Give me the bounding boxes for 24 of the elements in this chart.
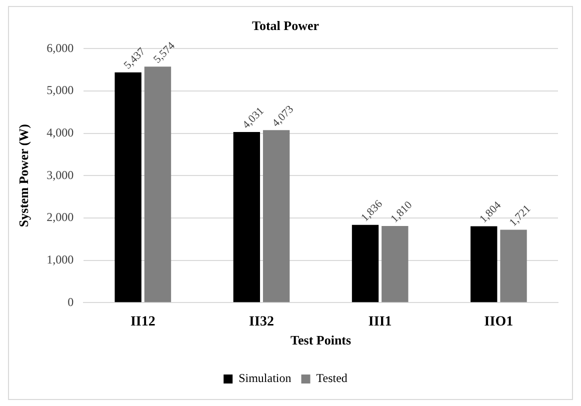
y-tick-label: 0 (68, 294, 74, 309)
x-tick-label: III1 (368, 314, 392, 330)
bar (144, 66, 172, 302)
y-tick-label: 3,000 (46, 168, 74, 182)
x-axis-title: Test Points (290, 332, 352, 348)
bar (470, 226, 498, 302)
chart-title: Total Power (252, 18, 320, 34)
x-tick-label: II12 (130, 314, 156, 330)
y-tick-label: 1,000 (46, 252, 74, 266)
x-tick-label: II32 (249, 314, 274, 330)
x-tick-label: IIO1 (484, 314, 514, 330)
y-tick-label: 5,000 (46, 83, 74, 98)
legend-label: Simulation (238, 371, 292, 386)
y-tick-label: 2,000 (46, 210, 74, 224)
bar (262, 130, 290, 302)
y-tick-label: 4,000 (46, 125, 74, 140)
bar (233, 132, 260, 302)
bar (352, 224, 379, 302)
y-axis-title: System Power (W) (16, 124, 32, 228)
y-tick-label: 6,000 (46, 40, 74, 55)
legend-label: Tested (316, 371, 348, 386)
bar (114, 72, 142, 302)
bar (500, 230, 527, 302)
bar (382, 226, 408, 302)
